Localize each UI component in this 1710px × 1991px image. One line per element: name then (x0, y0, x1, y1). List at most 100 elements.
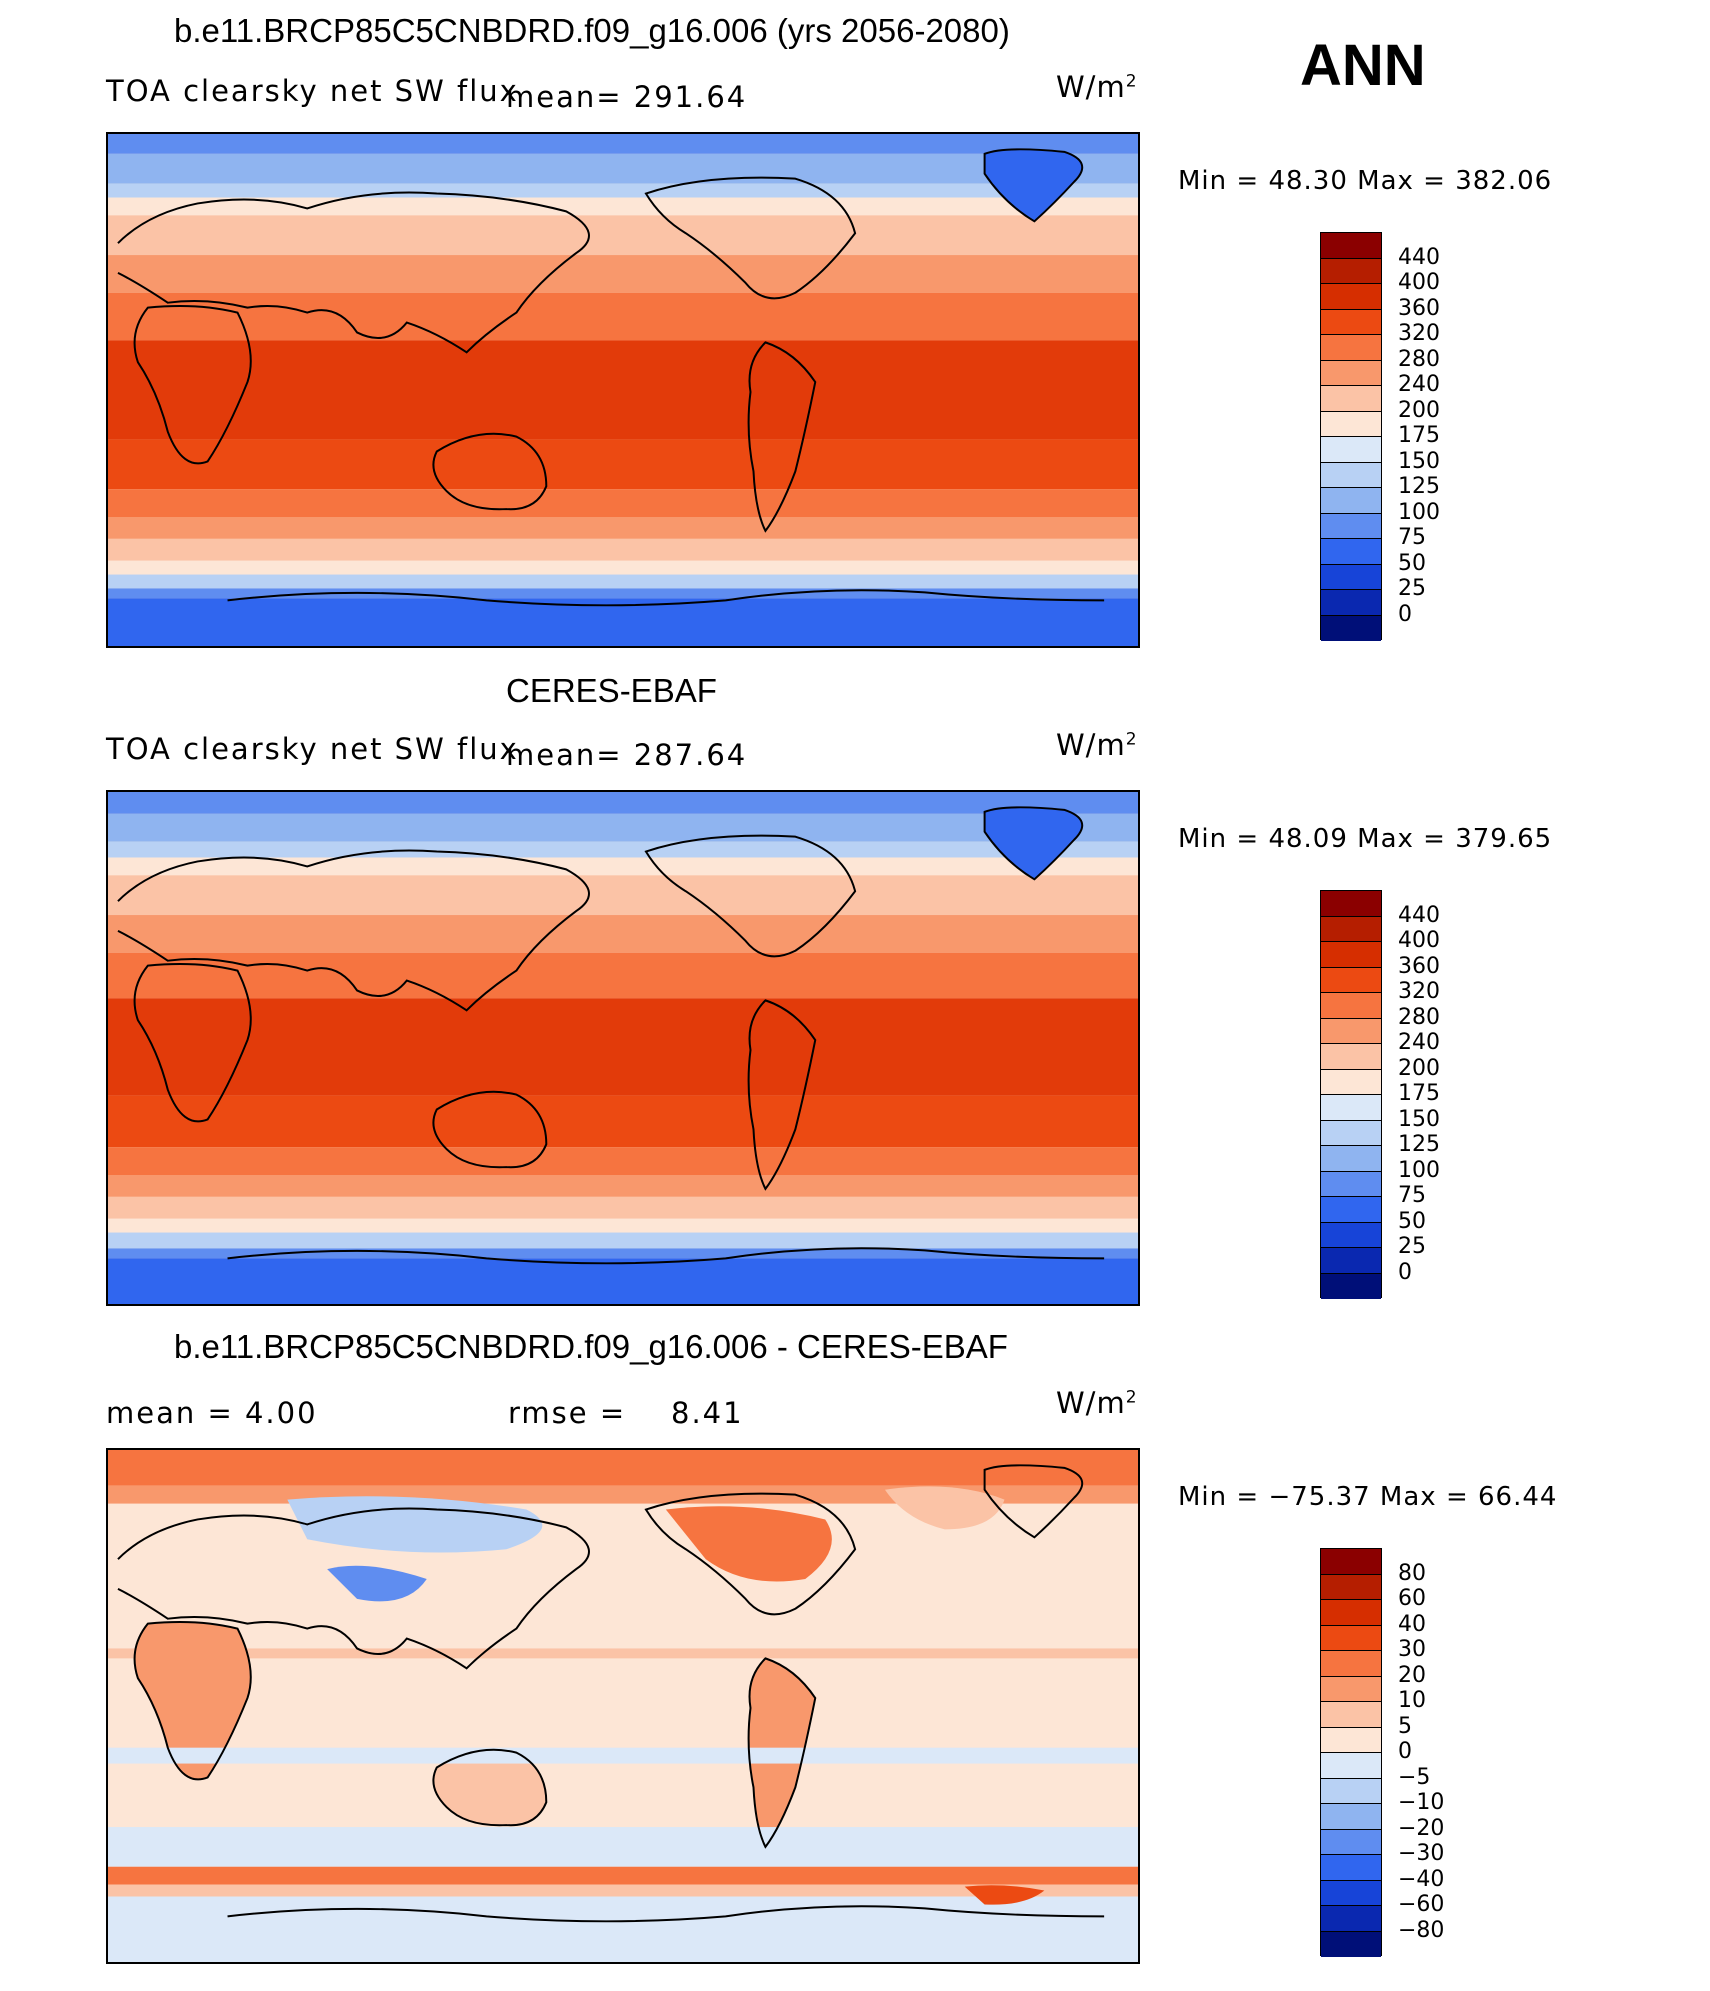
colorbar-swatch (1321, 437, 1381, 463)
colorbar-level-label: 100 (1398, 1157, 1440, 1183)
colorbar-level-label: 75 (1398, 525, 1426, 550)
colorbar-level-label: 360 (1398, 953, 1440, 979)
colorbar-swatch (1321, 411, 1381, 437)
colorbar-swatch (1321, 1248, 1381, 1274)
colorbar-level-label: 320 (1398, 321, 1440, 346)
colorbar-level-label: 0 (1398, 1259, 1412, 1285)
colorbar-swatch (1321, 1197, 1381, 1223)
panel-3-minmax: Min = −75.37 Max = 66.44 (1178, 1482, 1558, 1512)
colorbar-swatch (1321, 284, 1381, 310)
colorbar-swatch (1321, 386, 1381, 412)
colorbar-level-label: 175 (1398, 1081, 1440, 1106)
colorbar-swatch (1321, 1574, 1381, 1600)
colorbar-level-label: 150 (1398, 1106, 1440, 1132)
panel-1-colorbar (1320, 232, 1382, 641)
colorbar-swatch (1321, 1600, 1381, 1626)
colorbar-level-label: 280 (1398, 346, 1440, 372)
panel-3-units: W/m2 (1056, 1386, 1138, 1420)
panel-2-map (106, 790, 1140, 1306)
colorbar-swatch (1321, 1625, 1381, 1651)
panel-2-mean-label: mean= 287.64 (506, 738, 748, 772)
colorbar-level-label: 320 (1398, 979, 1440, 1004)
colorbar-level-label: 400 (1398, 928, 1440, 953)
colorbar-level-label: 5 (1398, 1713, 1412, 1739)
colorbar-swatch (1321, 1702, 1381, 1728)
colorbar-swatch (1321, 942, 1381, 968)
colorbar-level-label: 50 (1398, 550, 1426, 576)
panel-2-colorbar (1320, 890, 1382, 1299)
colorbar-level-label: 240 (1398, 1030, 1440, 1055)
colorbar-swatch (1321, 1651, 1381, 1677)
colorbar-swatch (1321, 360, 1381, 386)
colorbar-level-label: 75 (1398, 1183, 1426, 1208)
colorbar-swatch (1321, 1146, 1381, 1172)
season-label: ANN (1300, 33, 1426, 98)
colorbar-level-label: 200 (1398, 397, 1440, 423)
colorbar-swatch (1321, 1931, 1381, 1957)
panel-1-minmax: Min = 48.30 Max = 382.06 (1178, 166, 1553, 196)
colorbar-level-label: 440 (1398, 902, 1440, 928)
panel-3-map-field (108, 1450, 1138, 1962)
colorbar-level-label: 30 (1398, 1637, 1426, 1662)
colorbar-level-label: 40 (1398, 1611, 1426, 1637)
colorbar-swatch (1321, 539, 1381, 565)
colorbar-swatch (1321, 1120, 1381, 1146)
colorbar-level-label: 100 (1398, 499, 1440, 525)
colorbar-level-label: 400 (1398, 270, 1440, 295)
colorbar-swatch (1321, 993, 1381, 1019)
colorbar-level-label: 280 (1398, 1004, 1440, 1030)
colorbar-level-label: 240 (1398, 372, 1440, 397)
colorbar-swatch (1321, 1855, 1381, 1881)
panel-3-title: b.e11.BRCP85C5CNBDRD.f09_g16.006 - CERES… (174, 1328, 1008, 1365)
colorbar-level-label: 80 (1398, 1560, 1426, 1586)
colorbar-swatch (1321, 1018, 1381, 1044)
colorbar-swatch (1321, 1171, 1381, 1197)
colorbar-level-label: 175 (1398, 423, 1440, 448)
colorbar-swatch (1321, 967, 1381, 993)
colorbar-level-label: −40 (1398, 1866, 1445, 1892)
colorbar-swatch (1321, 513, 1381, 539)
colorbar-level-label: 25 (1398, 576, 1426, 601)
colorbar-level-label: 360 (1398, 295, 1440, 321)
panel-1-map (106, 132, 1140, 648)
panel-3-mean-label: mean = 4.00 (106, 1396, 318, 1430)
panel-2-title: CERES-EBAF (506, 672, 717, 709)
colorbar-level-label: 440 (1398, 244, 1440, 270)
panel-2-variable-label: TOA clearsky net SW flux (106, 732, 519, 766)
panel-1-units: W/m2 (1056, 70, 1138, 104)
panel-1-map-field (108, 134, 1138, 646)
colorbar-swatch (1321, 1727, 1381, 1753)
panel-2-map-field (108, 792, 1138, 1304)
colorbar-swatch (1321, 1549, 1381, 1575)
colorbar-level-label: −30 (1398, 1841, 1445, 1866)
colorbar-level-label: 0 (1398, 1739, 1412, 1764)
colorbar-swatch (1321, 1753, 1381, 1779)
panel-1-mean-label: mean= 291.64 (506, 80, 748, 114)
colorbar-swatch (1321, 1676, 1381, 1702)
colorbar-swatch (1321, 1273, 1381, 1299)
panel-2-units: W/m2 (1056, 728, 1138, 762)
colorbar-swatch (1321, 335, 1381, 361)
colorbar-level-label: 25 (1398, 1234, 1426, 1259)
colorbar-swatch (1321, 590, 1381, 616)
colorbar-swatch (1321, 1069, 1381, 1095)
panel-2-minmax: Min = 48.09 Max = 379.65 (1178, 824, 1553, 854)
colorbar-swatch (1321, 916, 1381, 942)
colorbar-swatch (1321, 309, 1381, 335)
colorbar-swatch (1321, 258, 1381, 284)
panel-1-title: b.e11.BRCP85C5CNBDRD.f09_g16.006 (yrs 20… (174, 12, 1010, 49)
panel-3-map (106, 1448, 1140, 1964)
colorbar-level-label: 125 (1398, 1132, 1440, 1157)
panel-3-colorbar (1320, 1548, 1382, 1957)
colorbar-swatch (1321, 1880, 1381, 1906)
colorbar-level-label: 125 (1398, 474, 1440, 499)
colorbar-level-label: −5 (1398, 1764, 1431, 1790)
panel-3-rmse-label: rmse = 8.41 (508, 1396, 744, 1430)
colorbar-swatch (1321, 564, 1381, 590)
colorbar-swatch (1321, 1095, 1381, 1121)
colorbar-level-label: 0 (1398, 601, 1412, 627)
colorbar-swatch (1321, 1804, 1381, 1830)
colorbar-swatch (1321, 1222, 1381, 1248)
colorbar-level-label: −20 (1398, 1815, 1445, 1841)
colorbar-swatch (1321, 488, 1381, 514)
